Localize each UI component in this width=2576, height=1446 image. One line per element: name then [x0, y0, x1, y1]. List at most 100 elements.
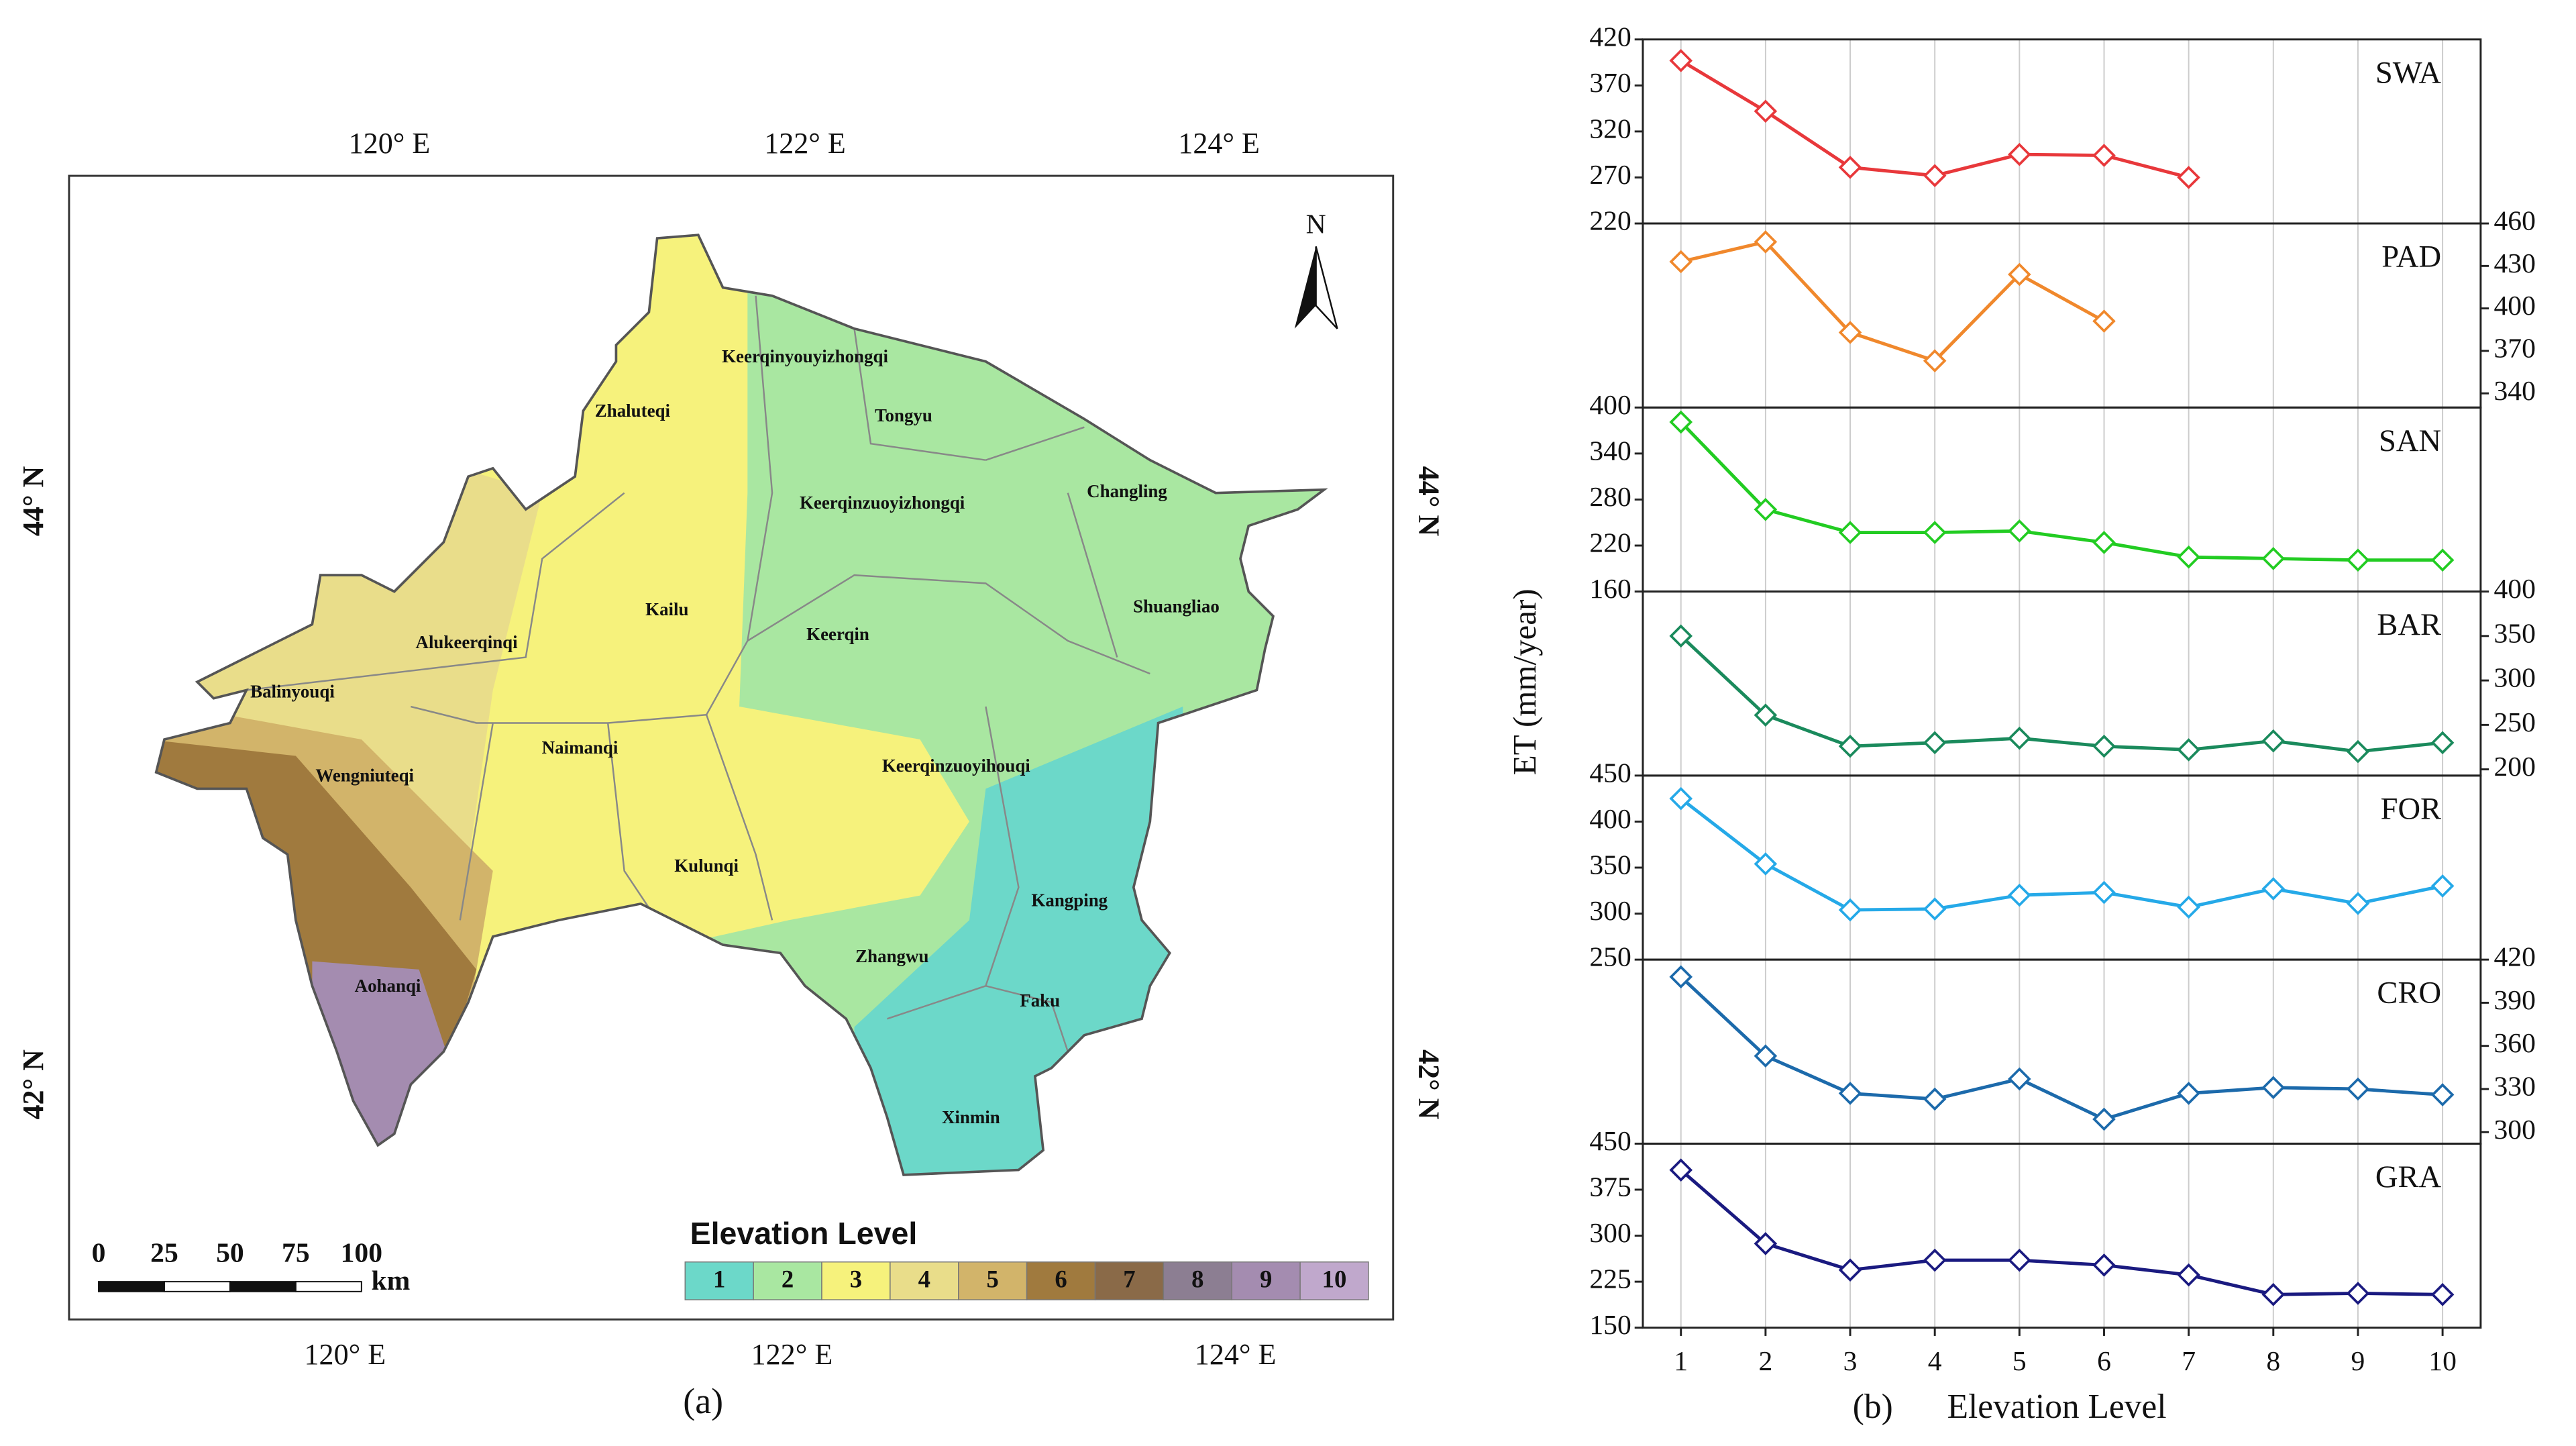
data-point [2092, 880, 2116, 905]
legend-swatch [684, 1261, 754, 1300]
data-point [1754, 230, 1778, 254]
data-point [1754, 703, 1778, 727]
data-point [1669, 624, 1693, 648]
data-point [2008, 142, 2031, 166]
place-label: Kailu [645, 599, 688, 619]
legend-label: 8 [1191, 1266, 1203, 1293]
place-label: Balinyouqi [250, 682, 335, 702]
data-point [1669, 965, 1693, 989]
data-point [2430, 731, 2455, 755]
legend-swatch [1094, 1261, 1165, 1300]
data-point [1669, 49, 1693, 72]
series-line [1679, 421, 2443, 562]
data-point [1838, 734, 1862, 758]
data-point [2008, 883, 2031, 907]
panel-label: FOR [2381, 792, 2442, 826]
x-tick-label: 5 [2012, 1346, 2027, 1377]
data-point [2261, 1283, 2286, 1306]
north-arrow [1294, 246, 1316, 329]
place-label: Keerqinzuoyihouqi [882, 756, 1030, 776]
y-tick-label: 300 [1589, 896, 1631, 927]
legend-label: 5 [987, 1266, 999, 1293]
data-point [1838, 521, 1862, 544]
place-label: Keerqinzuoyizhongqi [800, 493, 965, 513]
data-point [2177, 895, 2200, 919]
data-point [1838, 321, 1862, 344]
x-label: Elevation Level [1947, 1388, 2167, 1426]
series-line [1680, 240, 2105, 363]
legend-label: 7 [1123, 1266, 1135, 1293]
place-label: Changling [1087, 481, 1167, 501]
place-label: Alukeerqinqi [416, 632, 519, 652]
data-point [1923, 897, 1947, 921]
data-point [2430, 1083, 2455, 1106]
place-label: Zhaluteqi [595, 401, 671, 421]
data-point [2177, 1082, 2200, 1105]
data-point [1754, 1232, 1778, 1255]
data-point [1754, 498, 1778, 521]
legend-swatch [821, 1261, 891, 1300]
y-tick-label: 300 [2493, 663, 2535, 694]
lat-label: 44° N [1413, 466, 1446, 537]
y-tick-label: 320 [1589, 113, 1631, 144]
data-point [2346, 739, 2370, 764]
place-label: Faku [1020, 990, 1060, 1011]
data-point [1754, 1044, 1778, 1068]
x-tick-label: 7 [2182, 1346, 2196, 1377]
data-point [2261, 729, 2286, 753]
place-label: Tongyu [875, 405, 932, 425]
data-point [1754, 852, 1778, 876]
data-point [2092, 1253, 2116, 1277]
data-point [2008, 519, 2031, 543]
data-point [1923, 521, 1947, 544]
data-point [1923, 731, 1947, 755]
y-tick-label: 200 [2493, 752, 2535, 782]
data-point [2092, 1107, 2116, 1131]
data-point [1669, 250, 1693, 274]
place-label: Wengniuteqi [315, 766, 414, 786]
lon-label: 124° E [1178, 127, 1260, 160]
data-point [2430, 1283, 2455, 1306]
y-tick-label: 420 [1589, 21, 1631, 52]
scale-label: 100 [341, 1237, 382, 1268]
y-tick-label: 220 [1589, 206, 1631, 237]
y-tick-label: 460 [2493, 206, 2535, 237]
panel-frame [1642, 222, 2482, 409]
y-tick-label: 270 [1589, 160, 1631, 191]
place-label: Shuangliao [1133, 596, 1220, 616]
y-tick-label: 330 [2493, 1072, 2535, 1102]
lat-label: 44° N [17, 466, 50, 536]
place-label: Kulunqi [674, 856, 739, 876]
y-tick-label: 450 [1589, 758, 1631, 788]
data-point [2092, 531, 2116, 554]
legend-label: 6 [1055, 1266, 1067, 1293]
scale-bar [163, 1281, 231, 1292]
data-point [1669, 786, 1693, 811]
y-tick-label: 300 [2493, 1115, 2535, 1145]
y-tick-label: 250 [1589, 942, 1631, 973]
scale-bar [98, 1281, 165, 1292]
data-point [2008, 726, 2031, 750]
panel-label: PAD [2381, 240, 2441, 274]
y-tick-label: 350 [2493, 618, 2535, 649]
lon-label: 120° E [305, 1338, 386, 1371]
series-line [1680, 797, 2443, 912]
series-line [1680, 976, 2443, 1121]
panel-label: BAR [2377, 608, 2441, 642]
north-arrow [1315, 246, 1338, 329]
y-tick-label: 360 [2493, 1028, 2535, 1059]
place-label: Naimanqi [542, 737, 619, 758]
legend-label: 9 [1260, 1266, 1272, 1293]
data-point [1923, 1248, 1947, 1272]
lon-label: 122° E [751, 1338, 833, 1371]
x-tick-label: 10 [2428, 1346, 2457, 1377]
scale-label: 50 [216, 1237, 244, 1268]
legend-swatch [1231, 1261, 1301, 1300]
data-point [2008, 262, 2031, 287]
legend-label: 2 [782, 1266, 794, 1293]
y-tick-label: 350 [1589, 850, 1631, 881]
data-point [2092, 734, 2116, 758]
x-tick-label: 1 [1674, 1346, 1688, 1377]
y-tick-label: 420 [2493, 942, 2535, 973]
